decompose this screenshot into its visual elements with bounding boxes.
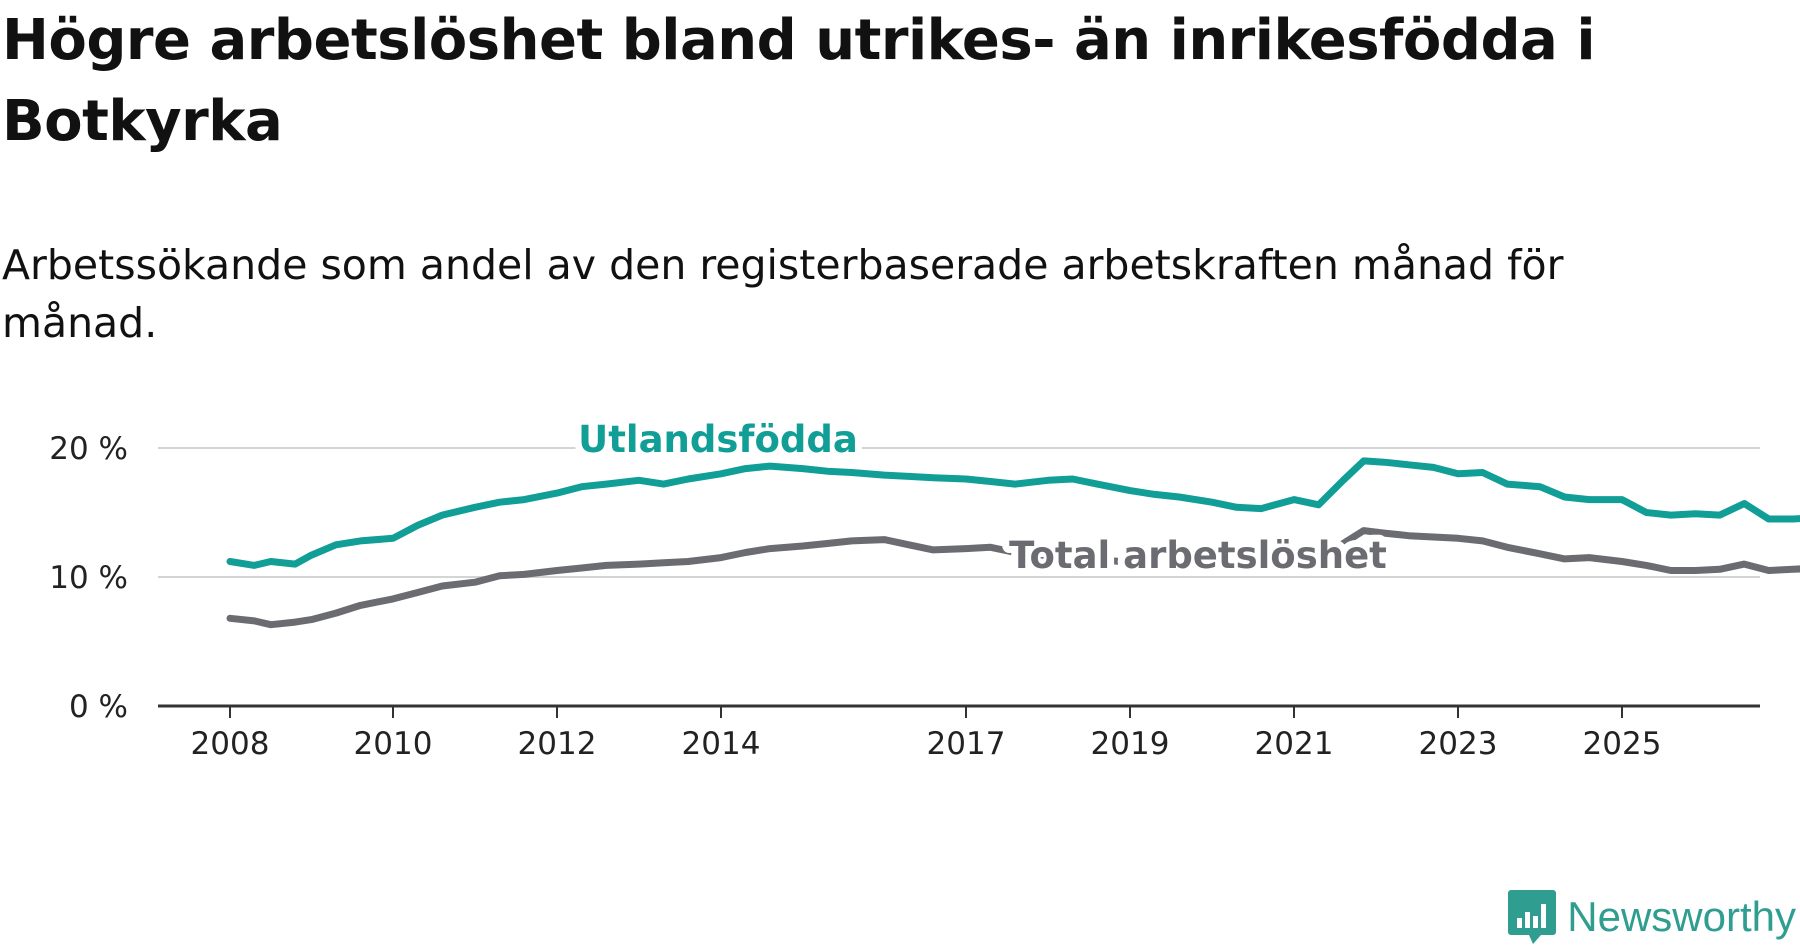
y-tick-label: 20 % — [49, 431, 128, 467]
series-line-total — [226, 527, 1800, 629]
x-tick-label: 2008 — [191, 726, 270, 762]
newsworthy-brand[interactable]: Newsworthy — [1507, 886, 1796, 948]
x-tick-label: 2010 — [354, 726, 433, 762]
x-tick-label: 2012 — [518, 726, 597, 762]
chart-subtitle: Arbetssökande som andel av den registerb… — [2, 241, 1564, 347]
y-tick-label: 0 % — [69, 689, 128, 725]
brand-name: Newsworthy — [1567, 893, 1796, 940]
x-axis: 2008 2010 2012 2014 2017 2019 2021 2023 2025 — [158, 704, 1760, 762]
x-tick-label: 2014 — [682, 726, 761, 762]
y-tick-label: 10 % — [49, 560, 128, 596]
gridlines — [158, 447, 1760, 578]
chart-title: Högre arbetslöshet bland utrikes- än inr… — [2, 8, 1596, 154]
x-tick-label: 2021 — [1255, 726, 1334, 762]
y-axis-ticks: 0 % 10 % 20 % — [49, 431, 128, 725]
x-tick-label: 2023 — [1419, 726, 1498, 762]
series-lines — [226, 457, 1800, 629]
x-tick-label: 2017 — [927, 726, 1006, 762]
series-line-utlandsfodda — [226, 457, 1800, 569]
x-tick-label: 2019 — [1091, 726, 1170, 762]
newsworthy-logo-icon — [1508, 890, 1557, 944]
series-labels: 14,2 %Utlandsfödda10,5 %Total arbetslösh… — [571, 411, 1394, 584]
series-name-label: Total arbetslöshet — [1009, 534, 1387, 577]
x-tick-label: 2025 — [1583, 726, 1662, 762]
series-name-label: Utlandsfödda — [578, 418, 858, 461]
